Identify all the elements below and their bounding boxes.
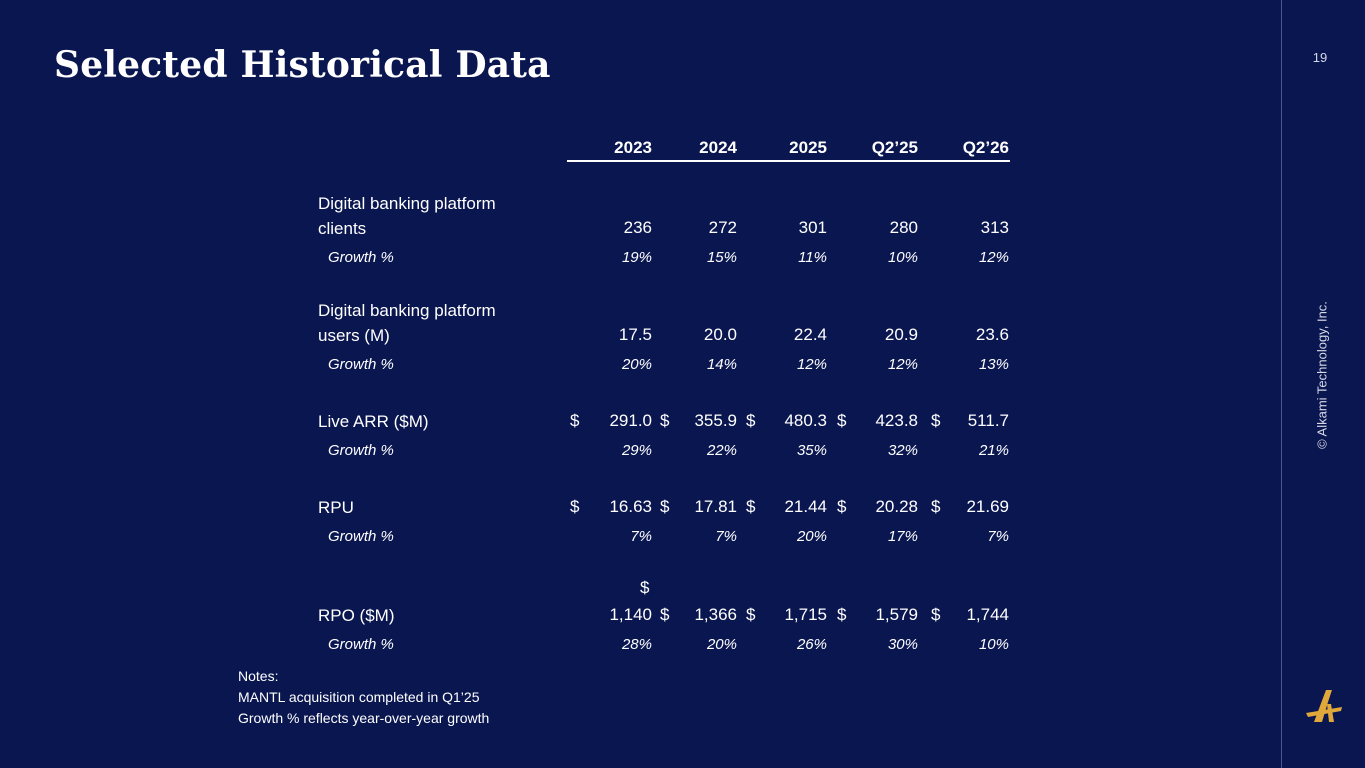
side-divider (1281, 0, 1282, 768)
column-header-2025: 2025 (789, 138, 827, 157)
row-label-line2: clients (318, 219, 367, 238)
growth-cell: 11% (798, 249, 827, 266)
growth-cell: 10% (978, 636, 1009, 653)
growth-cell: 7% (987, 528, 1009, 545)
copyright-text: © Alkami Technology, Inc. (1314, 301, 1330, 449)
table-cell: 20.9 (884, 325, 918, 344)
currency-symbol: $ (660, 605, 670, 624)
growth-cell: 12% (978, 249, 1009, 266)
growth-cell: 21% (978, 442, 1009, 459)
table-cell: 21.44 (784, 497, 827, 516)
growth-cell: 12% (796, 356, 827, 373)
currency-symbol: $ (837, 411, 847, 430)
table-cell: 1,744 (966, 605, 1009, 624)
note-line: Growth % reflects year-over-year growth (238, 710, 490, 726)
currency-symbol: $ (837, 497, 847, 516)
growth-label: Growth % (328, 356, 394, 373)
growth-cell: 20% (796, 528, 827, 545)
notes: Notes: MANTL acquisition completed in Q1… (238, 666, 489, 729)
notes-heading: Notes: (238, 668, 279, 684)
currency-symbol: $ (746, 411, 756, 430)
note-line: MANTL acquisition completed in Q1’25 (238, 689, 480, 705)
table-cell: 272 (708, 218, 737, 237)
table-cell: 17.81 (694, 497, 737, 516)
currency-symbol: $ (660, 411, 670, 430)
slide-title: Selected Historical Data (54, 44, 551, 86)
growth-cell: 32% (887, 442, 918, 459)
table-cell: 1,366 (694, 605, 737, 624)
growth-label: Growth % (328, 249, 394, 266)
table-cell: 20.0 (703, 325, 737, 344)
table-cell: 1,579 (875, 605, 918, 624)
page-number: 19 (1312, 50, 1328, 65)
alkami-a-logo-icon (1306, 690, 1342, 722)
table-cell: 1,715 (784, 605, 827, 624)
currency-symbol: $ (931, 411, 941, 430)
row-label: Digital banking platform (318, 301, 496, 320)
currency-symbol: $ (746, 605, 756, 624)
growth-cell: 22% (706, 442, 737, 459)
growth-cell: 15% (706, 249, 737, 266)
growth-cell: 17% (887, 528, 918, 545)
table-cell: 423.8 (875, 411, 918, 430)
growth-cell: 10% (887, 249, 918, 266)
growth-cell: 12% (887, 356, 918, 373)
table-cell: 22.4 (793, 325, 827, 344)
growth-cell: 26% (796, 636, 827, 653)
growth-cell: 7% (630, 528, 652, 545)
table-cell: 480.3 (784, 411, 827, 430)
column-header-2023: 2023 (614, 138, 652, 157)
growth-cell: 28% (621, 636, 652, 653)
currency-symbol: $ (570, 497, 580, 516)
growth-cell: 19% (621, 249, 652, 266)
growth-cell: 20% (621, 356, 652, 373)
currency-symbol: $ (570, 411, 580, 430)
table-cell: 1,140 (609, 605, 652, 624)
row-label-line2: users (M) (318, 326, 390, 345)
growth-cell: 30% (887, 636, 918, 653)
table-cell: 236 (623, 218, 652, 237)
currency-symbol: $ (660, 497, 670, 516)
table-cell: 16.63 (609, 497, 652, 516)
growth-cell: 14% (706, 356, 737, 373)
table-cell: 23.6 (975, 325, 1009, 344)
table-cell: 21.69 (966, 497, 1009, 516)
table-cell: 17.5 (618, 325, 652, 344)
table-cell: 313 (980, 218, 1009, 237)
growth-cell: 13% (978, 356, 1009, 373)
table-cell: 20.28 (875, 497, 918, 516)
table-cell: 280 (889, 218, 918, 237)
growth-cell: 29% (621, 442, 652, 459)
row-label: Digital banking platform (318, 194, 496, 213)
table-cell: 355.9 (694, 411, 737, 430)
table-cell: 511.7 (967, 411, 1009, 430)
currency-symbol: $ (746, 497, 756, 516)
table-cell: 301 (798, 218, 827, 237)
growth-label: Growth % (328, 442, 394, 459)
row-label: RPO ($M) (318, 606, 395, 625)
growth-label: Growth % (328, 528, 394, 545)
growth-cell: 7% (715, 528, 737, 545)
currency-symbol: $ (931, 497, 941, 516)
growth-cell: 35% (796, 442, 827, 459)
column-header-q2-25: Q2’25 (871, 138, 918, 157)
currency-symbol: $ (640, 578, 650, 597)
header-underline (567, 160, 1010, 162)
growth-label: Growth % (328, 636, 394, 653)
row-label: RPU (318, 498, 354, 517)
row-label: Live ARR ($M) (318, 412, 429, 431)
currency-symbol: $ (837, 605, 847, 624)
table-cell: 291.0 (609, 411, 652, 430)
growth-cell: 20% (706, 636, 737, 653)
currency-symbol: $ (931, 605, 941, 624)
column-header-2024: 2024 (699, 138, 737, 157)
column-header-q2-26: Q2’26 (962, 138, 1009, 157)
